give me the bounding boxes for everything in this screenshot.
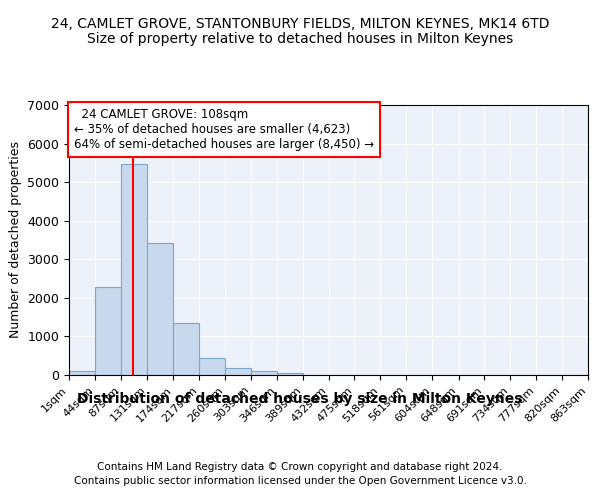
Bar — [147, 242, 173, 375]
Text: Distribution of detached houses by size in Milton Keynes: Distribution of detached houses by size … — [77, 392, 523, 406]
Text: Size of property relative to detached houses in Milton Keynes: Size of property relative to detached ho… — [87, 32, 513, 46]
Bar — [95, 287, 121, 375]
Text: 24, CAMLET GROVE, STANTONBURY FIELDS, MILTON KEYNES, MK14 6TD: 24, CAMLET GROVE, STANTONBURY FIELDS, MI… — [51, 18, 549, 32]
Text: Contains public sector information licensed under the Open Government Licence v3: Contains public sector information licen… — [74, 476, 526, 486]
Bar — [69, 371, 95, 375]
Text: Contains HM Land Registry data © Crown copyright and database right 2024.: Contains HM Land Registry data © Crown c… — [97, 462, 503, 472]
Bar — [173, 324, 199, 375]
Bar — [199, 358, 225, 375]
Bar — [121, 164, 147, 375]
Bar — [277, 372, 302, 375]
Bar — [225, 368, 251, 375]
Y-axis label: Number of detached properties: Number of detached properties — [9, 142, 22, 338]
Text: 24 CAMLET GROVE: 108sqm  
← 35% of detached houses are smaller (4,623)
64% of se: 24 CAMLET GROVE: 108sqm ← 35% of detache… — [74, 108, 374, 150]
Bar — [251, 371, 277, 375]
